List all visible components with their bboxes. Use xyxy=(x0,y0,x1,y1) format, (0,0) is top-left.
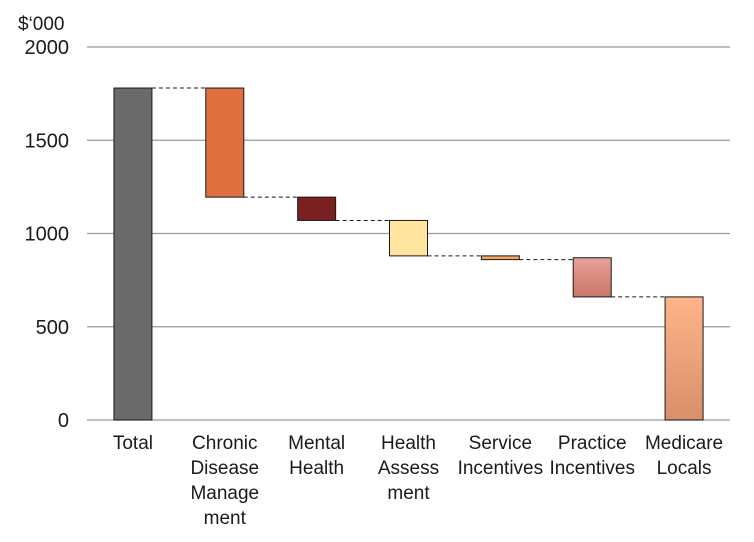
y-tick-label: 500 xyxy=(36,317,69,339)
y-unit-label: $‘000 xyxy=(18,14,65,35)
bar xyxy=(480,255,520,261)
category-label-line: Health xyxy=(381,433,436,454)
category-label: Service Incentives xyxy=(458,433,544,479)
category-label-line: Assess xyxy=(378,458,439,479)
category-label-line: Mental xyxy=(288,433,345,454)
connectors xyxy=(151,87,666,298)
y-tick-label: 1000 xyxy=(25,224,70,246)
bar xyxy=(389,219,428,257)
y-tick-label: 1500 xyxy=(25,130,70,152)
bar xyxy=(205,87,245,198)
category-label: Chronic Disease Manage ment xyxy=(190,433,259,529)
category-label-line: Incentives xyxy=(549,458,635,479)
category-label: Health Assess ment xyxy=(378,433,439,504)
bar xyxy=(297,196,337,221)
category-label-line: Manage xyxy=(190,483,259,504)
bar xyxy=(113,87,153,421)
category-label: Total xyxy=(113,433,153,454)
category-label-line: Total xyxy=(113,433,153,454)
category-label-line: Chronic xyxy=(192,433,257,454)
category-label-line: Incentives xyxy=(458,458,544,479)
y-tick-label: 2000 xyxy=(25,37,70,59)
category-label: Mental Health xyxy=(288,433,345,479)
category-label-line: ment xyxy=(204,508,247,529)
y-tick-label: 0 xyxy=(58,410,69,432)
category-label-line: Locals xyxy=(657,458,712,479)
category-label-line: Medicare xyxy=(645,433,723,454)
category-label: Medicare Locals xyxy=(645,433,723,479)
bar xyxy=(664,296,704,421)
bar xyxy=(572,257,612,298)
category-label-line: Service xyxy=(469,433,532,454)
category-label-line: ment xyxy=(387,483,430,504)
category-label-line: Disease xyxy=(190,458,259,479)
category-label-line: Practice xyxy=(558,433,627,454)
category-label: Practice Incentives xyxy=(549,433,635,479)
labels: 0 500 1000 1500 2000 Total Chronic Disease Manag… xyxy=(25,37,724,529)
category-label-line: Health xyxy=(289,458,344,479)
bars xyxy=(113,87,704,421)
